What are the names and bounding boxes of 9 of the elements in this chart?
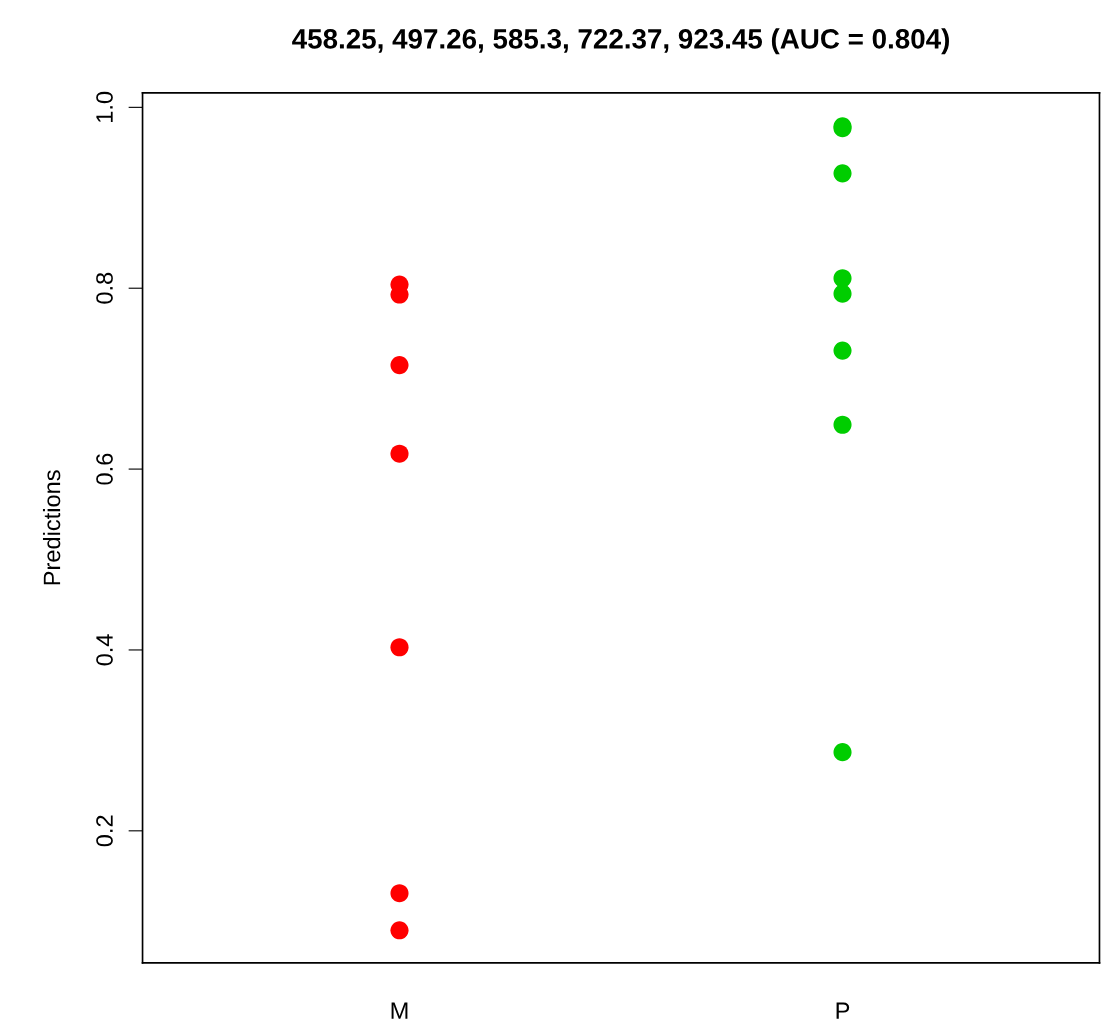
x-tick-label: P [836,1002,850,1019]
y-tick-label: 1.0 [96,91,113,122]
chart-title: 458.25, 497.26, 585.3, 722.37, 923.45 (AUC = 0.804) [292,28,949,55]
y-tick-label: 0.8 [96,272,113,304]
y-axis-title: Predictions [42,470,61,585]
y-tick-label: 0.2 [96,815,113,847]
x-tick-label: M [391,1002,408,1019]
y-tick-label: 0.4 [96,634,113,666]
y-tick-label: 0.6 [96,453,113,485]
